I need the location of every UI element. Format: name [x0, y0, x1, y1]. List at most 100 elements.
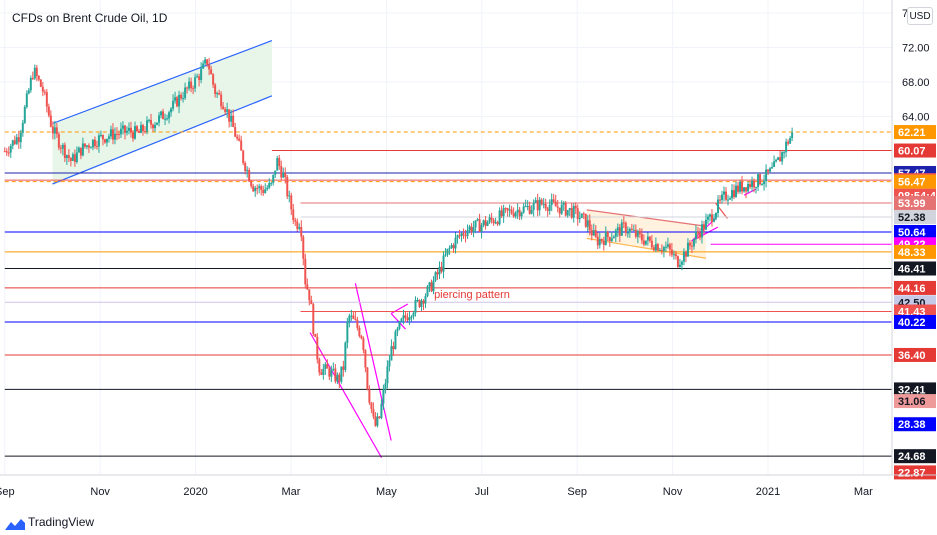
candle-body	[398, 321, 401, 329]
candle-body	[242, 150, 245, 163]
candle-body	[258, 186, 261, 189]
price-tick-label: 68.00	[902, 77, 930, 89]
candle-body	[586, 220, 589, 227]
candle-body	[364, 349, 367, 368]
price-level-label: 62.21	[898, 127, 926, 139]
candle-body	[248, 169, 251, 182]
price-level-label: 48.33	[898, 247, 926, 259]
candle-body	[614, 230, 617, 237]
price-tick-label: 64.00	[902, 112, 930, 124]
candle-body	[452, 245, 455, 249]
candle-body	[380, 403, 383, 418]
time-tick-label: Sep	[0, 486, 15, 498]
candle-body	[354, 318, 357, 320]
candle-body	[95, 145, 98, 147]
candle-body	[608, 237, 611, 242]
candle-body	[680, 261, 683, 265]
candle-body	[386, 366, 389, 384]
price-level-tag	[894, 244, 936, 259]
candle-body	[676, 256, 679, 267]
candle-body	[783, 152, 786, 154]
candle-body	[727, 199, 730, 201]
candle-body	[43, 91, 46, 93]
candle-body	[460, 233, 463, 236]
candle-body	[638, 230, 641, 235]
candle-body	[127, 127, 130, 131]
candle-body	[554, 201, 557, 207]
candle-body	[137, 131, 140, 133]
candle-body	[560, 204, 563, 214]
candle-body	[566, 210, 569, 216]
candle-body	[702, 224, 705, 230]
candle-body	[264, 189, 267, 193]
price-level-tag	[894, 314, 936, 329]
candle-body	[170, 108, 173, 113]
trend-line	[52, 95, 273, 185]
price-level-label: 32.41	[898, 384, 926, 396]
candle-body	[636, 230, 639, 237]
candle-body	[600, 239, 603, 241]
candle-body	[400, 318, 403, 322]
candle-body	[524, 206, 527, 208]
candle-body	[416, 300, 419, 302]
candle-body	[300, 227, 303, 237]
trend-line	[309, 332, 383, 459]
candle-body	[602, 240, 605, 245]
candle-body	[192, 88, 195, 90]
candle-body	[119, 128, 122, 135]
candle-body	[444, 254, 447, 256]
candle-body	[596, 236, 599, 246]
chart-title: CFDs on Brent Crude Oil, 1D	[12, 11, 168, 25]
candle-body	[166, 118, 169, 120]
candle-body	[156, 122, 159, 125]
candle-body	[670, 249, 673, 255]
time-axis[interactable]: Sep Nov 2020 Mar May Jul Sep Nov 2021 Mar	[0, 474, 937, 498]
candle-body	[781, 152, 784, 162]
candle-body	[712, 218, 715, 222]
candle-body	[594, 230, 597, 237]
candle-body	[140, 125, 143, 133]
candle-body	[650, 240, 653, 248]
candle-body	[634, 229, 637, 237]
candle-body	[666, 244, 669, 247]
currency-button[interactable]: USD	[907, 7, 933, 25]
candle-body	[31, 77, 34, 79]
candle-body	[29, 77, 32, 91]
candle-body	[576, 208, 579, 219]
candle-body	[91, 139, 94, 148]
candle-body	[408, 317, 411, 321]
candle-body	[432, 280, 435, 292]
candle-body	[296, 221, 299, 229]
candle-body	[769, 168, 772, 172]
candle-body	[550, 199, 553, 206]
candle-body	[232, 115, 235, 128]
candle-body	[508, 209, 511, 211]
candle-body	[117, 133, 120, 135]
candle-body	[304, 258, 307, 285]
candle-body	[394, 331, 397, 350]
price-level-label: 28.38	[898, 419, 926, 431]
candle-body	[572, 205, 575, 218]
candle-body	[544, 204, 547, 209]
candle-body	[93, 139, 96, 146]
candle-body	[85, 145, 88, 147]
candle-body	[476, 219, 479, 221]
candle-body	[462, 233, 465, 236]
candle-body	[3, 151, 6, 153]
candle-body	[438, 266, 441, 275]
price-axis[interactable]: 76.0072.0068.0064.0060.0757.4756.6408:54…	[891, 0, 937, 480]
candle-body	[7, 152, 10, 154]
candle-body	[230, 115, 233, 122]
candle-body	[218, 93, 221, 95]
candle-body	[272, 174, 275, 183]
candle-body	[294, 220, 297, 222]
candle-body	[534, 200, 537, 203]
candle-body	[198, 76, 201, 81]
price-level-tag	[894, 224, 936, 239]
candle-body	[164, 118, 167, 120]
candle-body	[184, 87, 187, 99]
candle-body	[773, 161, 776, 168]
candle-body	[266, 187, 269, 190]
candle-body	[180, 94, 183, 99]
